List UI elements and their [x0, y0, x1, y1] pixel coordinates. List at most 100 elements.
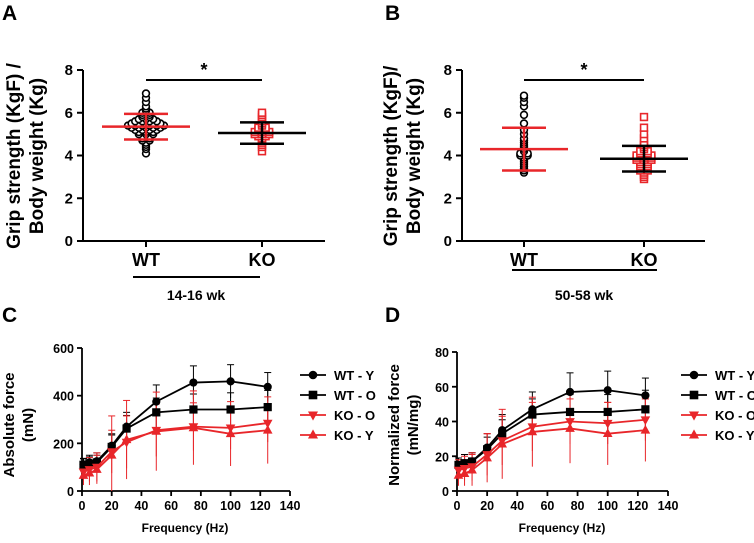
panel-c-legend-label-ko-o: KO - O [334, 408, 375, 423]
panel-d-series-point-wt-o [641, 405, 650, 414]
panel-d-series-point-wt-o [603, 407, 612, 417]
panel-b-category-label: KO [631, 250, 658, 270]
panel-c-xtick-label: 100 [220, 499, 241, 513]
panel-c-legend-label-wt-y: WT - Y [334, 368, 375, 383]
panel-b-category-label: WT [510, 250, 538, 270]
panel-d-series-point-ko-o [602, 419, 613, 429]
panel-a-point-ko [257, 108, 267, 117]
panel-d-legend-label-wt-o: WT - O [715, 388, 754, 403]
panel-d-series-point-ko-y [497, 438, 508, 448]
panel-d-xtick-label: 80 [571, 499, 585, 513]
panel-a-ylabel-line-1: Grip strength (KgF) / [4, 62, 25, 248]
panel-d-legend-marker-wt-y [689, 370, 699, 380]
panel-a-ytick-label: 2 [65, 190, 73, 207]
panel-c-xtick-label: 40 [134, 499, 148, 513]
panel-d-xtick-label: 60 [540, 499, 554, 513]
panel-d-letter: D [385, 304, 400, 327]
panel-a-significance-star: * [200, 60, 207, 80]
panel-c-xtick-label: 80 [194, 499, 208, 513]
panel-b-point-wt [519, 119, 529, 128]
panel-a-category-label: WT [132, 250, 160, 270]
panel-a-ytick-label: 8 [65, 62, 73, 79]
panel-c-series-point-wt-y [152, 397, 161, 406]
panel-c-series-point-wt-y [226, 377, 235, 386]
panel-c-ytick-label: 0 [67, 485, 74, 499]
panel-d-series-point-ko-y [482, 452, 492, 462]
panel-c-legend-marker-ko-o [307, 411, 319, 421]
panel-d-xtick-label: 100 [597, 499, 618, 513]
panel-d-series-point-ko-o [565, 418, 575, 427]
panel-d-legend-label-ko-y: KO - Y [715, 428, 754, 443]
panel-d-series-point-ko-y [640, 424, 651, 434]
panel-c-series-point-ko-y [92, 464, 102, 473]
panel-b-ylabel-line-1: Grip strength (KgF)/ [381, 65, 402, 246]
panel-b-letter: B [385, 2, 400, 25]
panel-c-legend-marker-wt-y [308, 370, 318, 380]
panel-c-series-point-ko-y [121, 434, 132, 444]
panel-d-ytick-label: 80 [435, 346, 449, 360]
panel-d-xtick-label: 0 [454, 499, 461, 513]
panel-d-legend-label-ko-o: KO - O [715, 408, 754, 423]
panel-d-series-point-wt-y [641, 391, 650, 400]
panel-c-series-point-wt-y [189, 378, 198, 387]
panel-c-series-point-wt-o [226, 405, 235, 414]
panel-c-series-point-ko-y [78, 470, 89, 479]
panel-c-legend-label-wt-o: WT - O [334, 388, 376, 403]
panel-c-series-point-wt-y [263, 382, 272, 391]
panel-c-series-point-ko-y [262, 424, 273, 434]
panel-a-ylabel-line-2: Body weight (Kg) [27, 78, 48, 234]
panel-d-legend-marker-ko-y [688, 429, 700, 439]
panel-c-legend-label-ko-y: KO - Y [334, 428, 374, 443]
panel-c-ytick-label: 200 [53, 437, 74, 451]
panel-c-series-point-ko-y [225, 428, 236, 438]
panel-d-series-point-ko-y [459, 468, 470, 478]
panel-b-point-wt [519, 91, 529, 100]
panel-c-xtick-label: 0 [79, 499, 86, 513]
panel-c-series-point-wt-o [263, 403, 272, 412]
panel-d-ytick-label: 40 [435, 416, 449, 430]
panel-c-series-point-ko-y [151, 426, 162, 435]
panel-c-xtick-label: 120 [250, 499, 271, 513]
panel-d-series-point-ko-y [467, 464, 477, 474]
panel-d-series-point-wt-o [498, 429, 507, 438]
panel-b-ytick-label: 4 [444, 148, 453, 165]
panel-c-xtick-label: 140 [280, 499, 301, 513]
panel-a-point-wt [141, 89, 151, 98]
panel-c-ylabel-line-2: (mN) [20, 408, 37, 442]
panel-b-group-label: 50-58 wk [555, 287, 614, 303]
panel-d-series-point-ko-o [640, 416, 651, 426]
panel-a-category-label: KO [249, 250, 276, 270]
panel-d-series-point-wt-y [565, 387, 575, 397]
panel-c-ylabel-line-1: Absolute force [1, 372, 18, 477]
panel-d-ytick-label: 60 [435, 381, 449, 395]
panel-d-series-point-wt-y [603, 386, 612, 395]
panel-b-point-ko [639, 123, 649, 132]
panel-c-xlabel: Frequency (Hz) [142, 521, 229, 535]
panel-c-legend-marker-wt-o [308, 390, 318, 400]
panel-d-series-point-ko-y [602, 428, 613, 438]
panel-b-ytick-label: 6 [444, 105, 452, 122]
panel-a-letter: A [2, 2, 17, 25]
panel-b-ylabel-line-2: Body weight (Kg) [404, 78, 425, 234]
panel-c-series-point-wt-o [85, 459, 94, 468]
panel-b-ytick-label: 2 [444, 190, 452, 207]
panel-c-ytick-label: 400 [53, 390, 74, 404]
panel-d-series-point-wt-o [565, 407, 575, 417]
panel-d-ytick-label: 0 [442, 485, 449, 499]
panel-d-xlabel: Frequency (Hz) [519, 521, 606, 535]
panel-c-series-point-ko-y [188, 422, 199, 432]
panel-c-xtick-label: 20 [105, 499, 119, 513]
panel-d-series-point-ko-y [565, 423, 575, 432]
panel-c-series-point-ko-y [84, 467, 95, 477]
panel-c-series-point-wt-o [152, 408, 161, 417]
panel-a-group-label: 14-16 wk [167, 287, 226, 303]
panel-c-series-point-wt-o [122, 424, 131, 433]
panel-c-series-point-wt-o [189, 405, 198, 414]
panel-a-ytick-label: 6 [65, 105, 73, 122]
panel-c-letter: C [2, 304, 17, 327]
panel-d-xtick-label: 20 [480, 499, 494, 513]
panel-d-ytick-label: 20 [435, 450, 449, 464]
panel-a-ytick-label: 0 [65, 233, 73, 250]
panel-d-ylabel-line-2: (mN/mg) [405, 395, 422, 456]
